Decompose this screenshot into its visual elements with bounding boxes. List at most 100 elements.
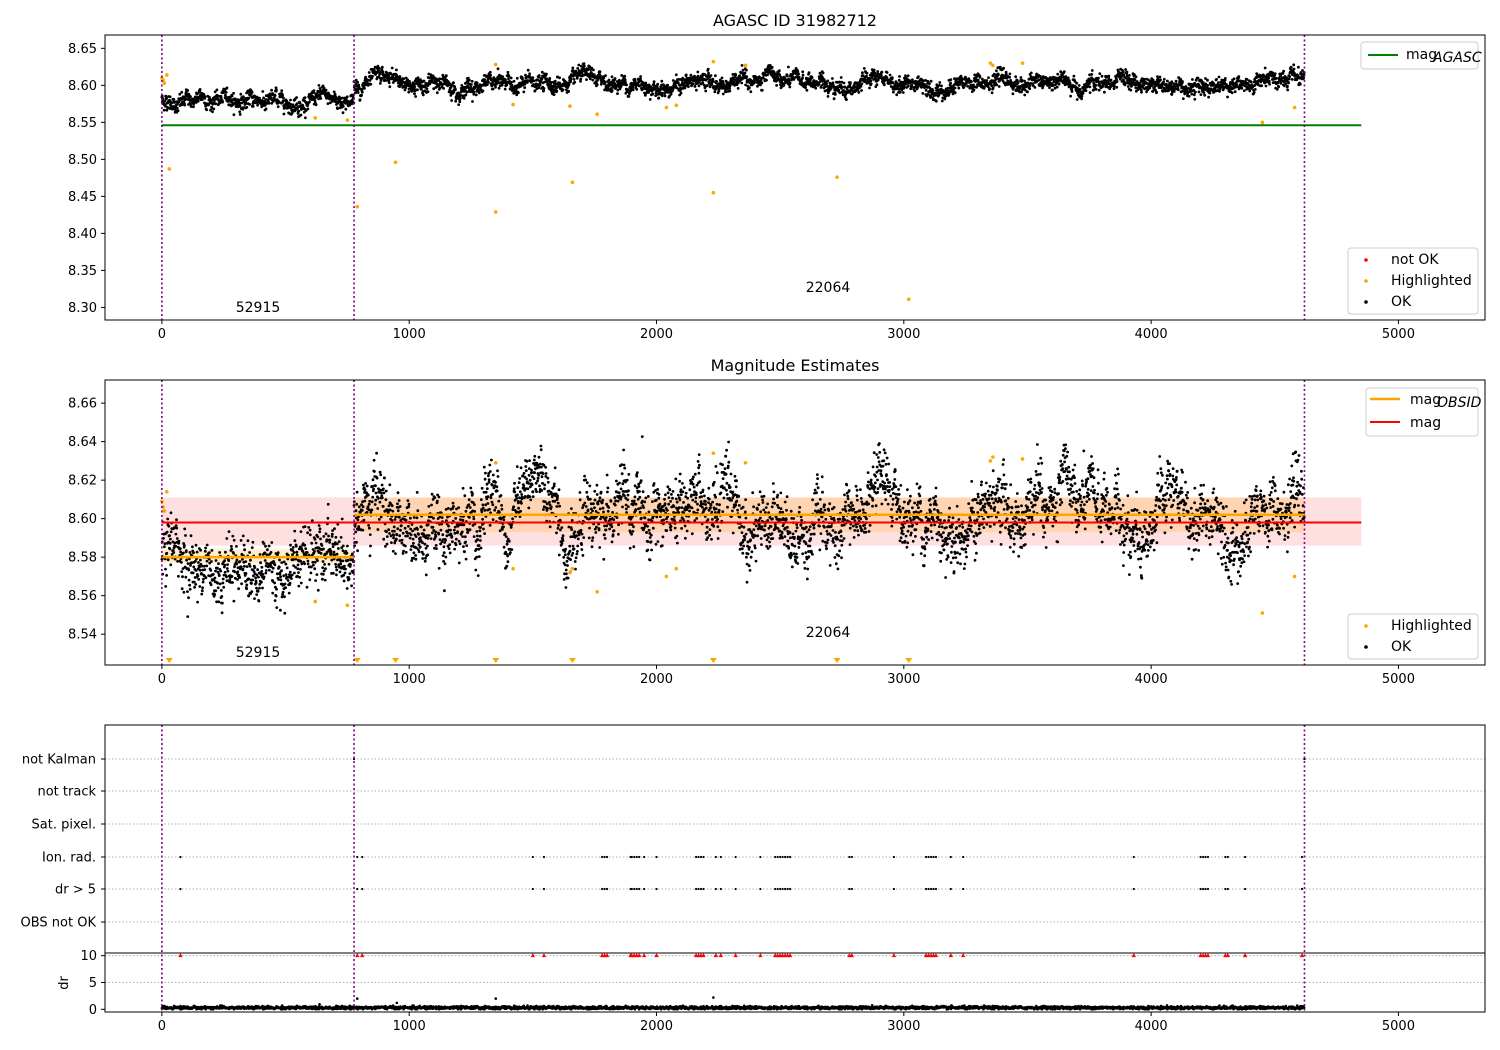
top-ok-point	[287, 101, 291, 105]
top-ok-point	[250, 90, 254, 94]
top-xtick-label: 1000	[393, 327, 426, 342]
top-ok-point	[1129, 88, 1133, 92]
panel-magnitude-estimates: Magnitude Estimates 8.548.568.588.608.62…	[68, 356, 1486, 687]
middle-ok-point	[339, 562, 342, 566]
top-ok-point	[264, 107, 268, 111]
top-ok-point	[938, 81, 942, 84]
middle-ok-point	[296, 563, 300, 567]
top-ok-point	[303, 96, 307, 99]
middle-ok-point	[203, 568, 207, 571]
top-highlighted-point	[345, 118, 350, 122]
top-highlighted-point	[355, 204, 360, 209]
top-ok-point	[406, 78, 409, 82]
middle-ok-point	[230, 545, 233, 548]
top-ok-point	[682, 84, 686, 87]
top-ok-point	[801, 76, 804, 80]
top-ok-point	[413, 85, 417, 88]
top-ok-point	[1196, 76, 1200, 80]
top-ok-point	[471, 100, 474, 103]
top-ok-point	[165, 108, 169, 112]
top-ok-point	[947, 92, 951, 96]
middle-ok-point	[216, 586, 220, 590]
top-ok-point	[464, 93, 468, 97]
top-xtick-label: 5000	[1382, 327, 1415, 342]
top-ok-point	[224, 93, 227, 97]
top-ok-point	[865, 74, 868, 78]
middle-ok-point	[169, 511, 173, 515]
middle-ok-point	[322, 547, 325, 551]
top-ok-point	[1264, 84, 1268, 88]
legend-label-highlighted: Highlighted	[1391, 273, 1472, 289]
top-ok-point	[917, 75, 920, 79]
top-ok-point	[366, 78, 370, 82]
top-ok-point	[1080, 97, 1083, 101]
top-ok-point	[1057, 82, 1061, 86]
top-ok-point	[1090, 73, 1094, 76]
top-ok-point	[1156, 75, 1159, 78]
top-ok-point	[341, 105, 345, 108]
middle-ok-point	[257, 599, 261, 603]
top-ok-point	[1107, 74, 1111, 78]
middle-ok-point	[263, 559, 267, 562]
top-ok-point	[826, 79, 830, 83]
top-ok-point	[537, 86, 541, 90]
middle-ok-point	[186, 562, 190, 565]
top-ok-point	[196, 99, 200, 103]
top-ok-point	[660, 94, 664, 98]
top-highlighted-point	[906, 297, 911, 302]
top-ok-point	[380, 65, 384, 69]
middle-ok-point	[334, 562, 337, 566]
middle-ok-point	[218, 582, 222, 586]
middle-ok-point	[223, 563, 227, 567]
top-ok-point	[1187, 94, 1191, 98]
top-ok-point	[1302, 77, 1305, 80]
top-ok-point	[487, 80, 490, 84]
top-highlighted-point	[570, 180, 575, 185]
top-ok-point	[801, 73, 805, 77]
top-ok-point	[545, 72, 548, 76]
middle-ok-point	[176, 559, 180, 563]
top-ok-point	[1075, 81, 1079, 85]
top-ok-point	[267, 101, 271, 105]
top-ok-point	[1112, 84, 1116, 88]
top-ok-point	[1155, 90, 1158, 94]
middle-ok-point	[324, 567, 327, 571]
top-ok-point	[1215, 78, 1218, 81]
middle-ok-point	[279, 575, 282, 579]
top-ok-point	[388, 85, 392, 89]
top-ok-point	[295, 102, 299, 105]
top-ok-point	[532, 79, 536, 83]
top-ok-point	[760, 81, 764, 85]
middle-ok-point	[266, 548, 269, 552]
top-ok-point	[786, 74, 789, 78]
top-ok-point	[706, 67, 710, 71]
middle-ok-point	[262, 542, 266, 545]
top-ok-point	[1273, 72, 1277, 75]
middle-ok-point	[204, 576, 208, 580]
top-ok-point	[274, 86, 278, 90]
top-ok-point	[1286, 88, 1290, 92]
top-highlighted-point	[393, 160, 398, 165]
legend-label-not-ok: not OK	[1391, 252, 1439, 268]
top-ok-point	[459, 94, 463, 97]
top-ok-point	[1193, 97, 1197, 101]
top-ok-point	[295, 96, 298, 99]
middle-ok-point	[225, 537, 229, 540]
top-ok-point	[961, 78, 964, 81]
top-ok-point	[895, 93, 899, 97]
top-ok-point	[189, 95, 192, 99]
top-ok-point	[1051, 88, 1054, 92]
top-ok-point	[276, 105, 280, 108]
obsid-label-22064-top: 22064	[806, 280, 851, 296]
top-ok-point	[407, 90, 411, 94]
top-ok-point	[497, 86, 501, 90]
top-ok-point	[579, 77, 583, 81]
top-ok-point	[465, 86, 468, 90]
middle-ok-point	[309, 571, 313, 575]
top-ok-point	[429, 73, 433, 76]
top-ok-point	[860, 89, 863, 92]
top-ok-point	[616, 92, 619, 95]
top-ok-point	[1249, 80, 1253, 84]
middle-ok-point	[198, 568, 202, 572]
top-ok-point	[890, 76, 894, 79]
